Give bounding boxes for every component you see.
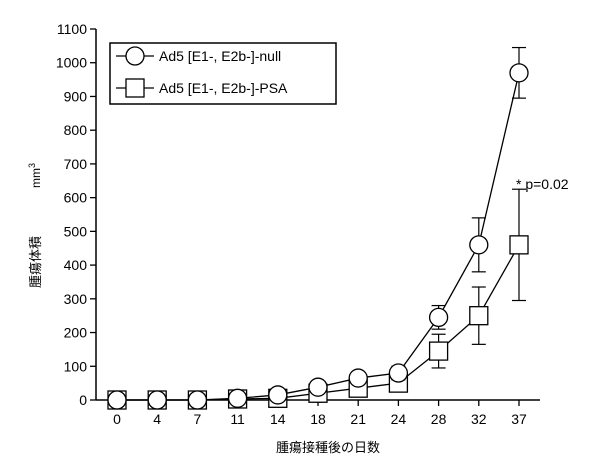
data-point-circle [349,369,367,387]
data-point-circle [269,386,287,404]
y-tick-label: 400 [64,257,88,273]
data-point-circle [108,391,126,409]
x-tick-label: 14 [270,411,286,427]
y-tick-label: 200 [64,325,88,341]
series-line [117,245,519,400]
x-tick-label: 21 [350,411,366,427]
x-tick-label: 0 [113,411,121,427]
x-tick-label: 4 [153,411,161,427]
data-point-square [470,307,488,325]
y-axis-label: 腫瘍体積 [28,236,43,288]
x-tick-label: 24 [391,411,407,427]
x-tick-label: 28 [431,411,447,427]
series-square [108,189,528,409]
significance-annotation: * p=0.02 [516,176,569,192]
y-tick-label: 900 [64,88,88,104]
data-point-circle [430,308,448,326]
y-tick-label: 700 [64,156,88,172]
data-point-square [430,342,448,360]
legend-marker-circle [126,47,144,65]
data-point-circle [148,391,166,409]
x-axis-label: 腫瘍接種後の日数 [276,440,380,455]
x-tick-label: 18 [310,411,326,427]
y-tick-label: 600 [64,190,88,206]
x-tick-label: 7 [194,411,202,427]
y-axis-unit-superscript: 3 [27,163,37,168]
series-line [117,73,519,400]
x-tick-label: 32 [471,411,487,427]
y-tick-label: 0 [79,392,87,408]
y-axis-unit: mm3 [27,163,43,188]
data-point-circle [510,64,528,82]
y-tick-label: 500 [64,223,88,239]
data-point-circle [470,236,488,254]
data-point-square [510,236,528,254]
x-tick-label: 11 [230,411,245,427]
data-point-circle [389,364,407,382]
data-point-circle [188,391,206,409]
y-tick-label: 800 [64,122,88,138]
legend-label-null: Ad5 [E1-, E2b-]-null [159,48,281,64]
y-tick-label: 300 [64,291,88,307]
data-point-circle [229,389,247,407]
legend: Ad5 [E1-, E2b-]-null Ad5 [E1-, E2b-]-PSA [110,43,336,104]
data-point-circle [309,378,327,396]
y-tick-label: 1000 [56,55,87,71]
y-tick-label: 1100 [57,21,87,37]
legend-marker-square [126,79,144,97]
x-axis-ticks: 0 4 7 11 14 18 21 24 28 32 37 [113,400,527,427]
x-tick-label: 37 [511,411,527,427]
y-axis-ticks: 0 100 200 300 400 500 600 700 800 900 1000 1100 [56,21,96,408]
legend-label-psa: Ad5 [E1-, E2b-]-PSA [159,80,288,96]
y-tick-label: 100 [64,358,88,374]
